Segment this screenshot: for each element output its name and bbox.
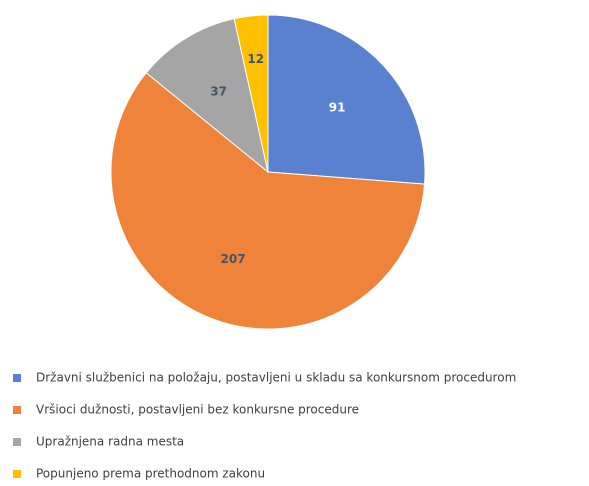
legend-text: Državni službenici na položaju, postavlj… xyxy=(36,371,516,385)
slice-label: 37 xyxy=(210,84,227,98)
legend-text: Upražnjena radna mesta xyxy=(36,435,184,449)
slice-label: 91 xyxy=(329,101,346,115)
legend-swatch xyxy=(13,470,21,478)
legend-swatch xyxy=(13,406,21,414)
pie-slice xyxy=(233,14,269,173)
legend-text: Vršioci dužnosti, postavljeni bez konkur… xyxy=(36,403,359,417)
pie-slice xyxy=(145,18,269,174)
legend-swatch xyxy=(13,438,21,446)
slice-label: 207 xyxy=(221,252,246,266)
slice-label: 12 xyxy=(247,52,264,66)
legend-text: Popunjeno prema prethodnom zakonu xyxy=(36,467,265,481)
pie-slice xyxy=(267,14,426,185)
legend-swatch xyxy=(13,374,21,382)
pie-slice xyxy=(110,72,426,330)
